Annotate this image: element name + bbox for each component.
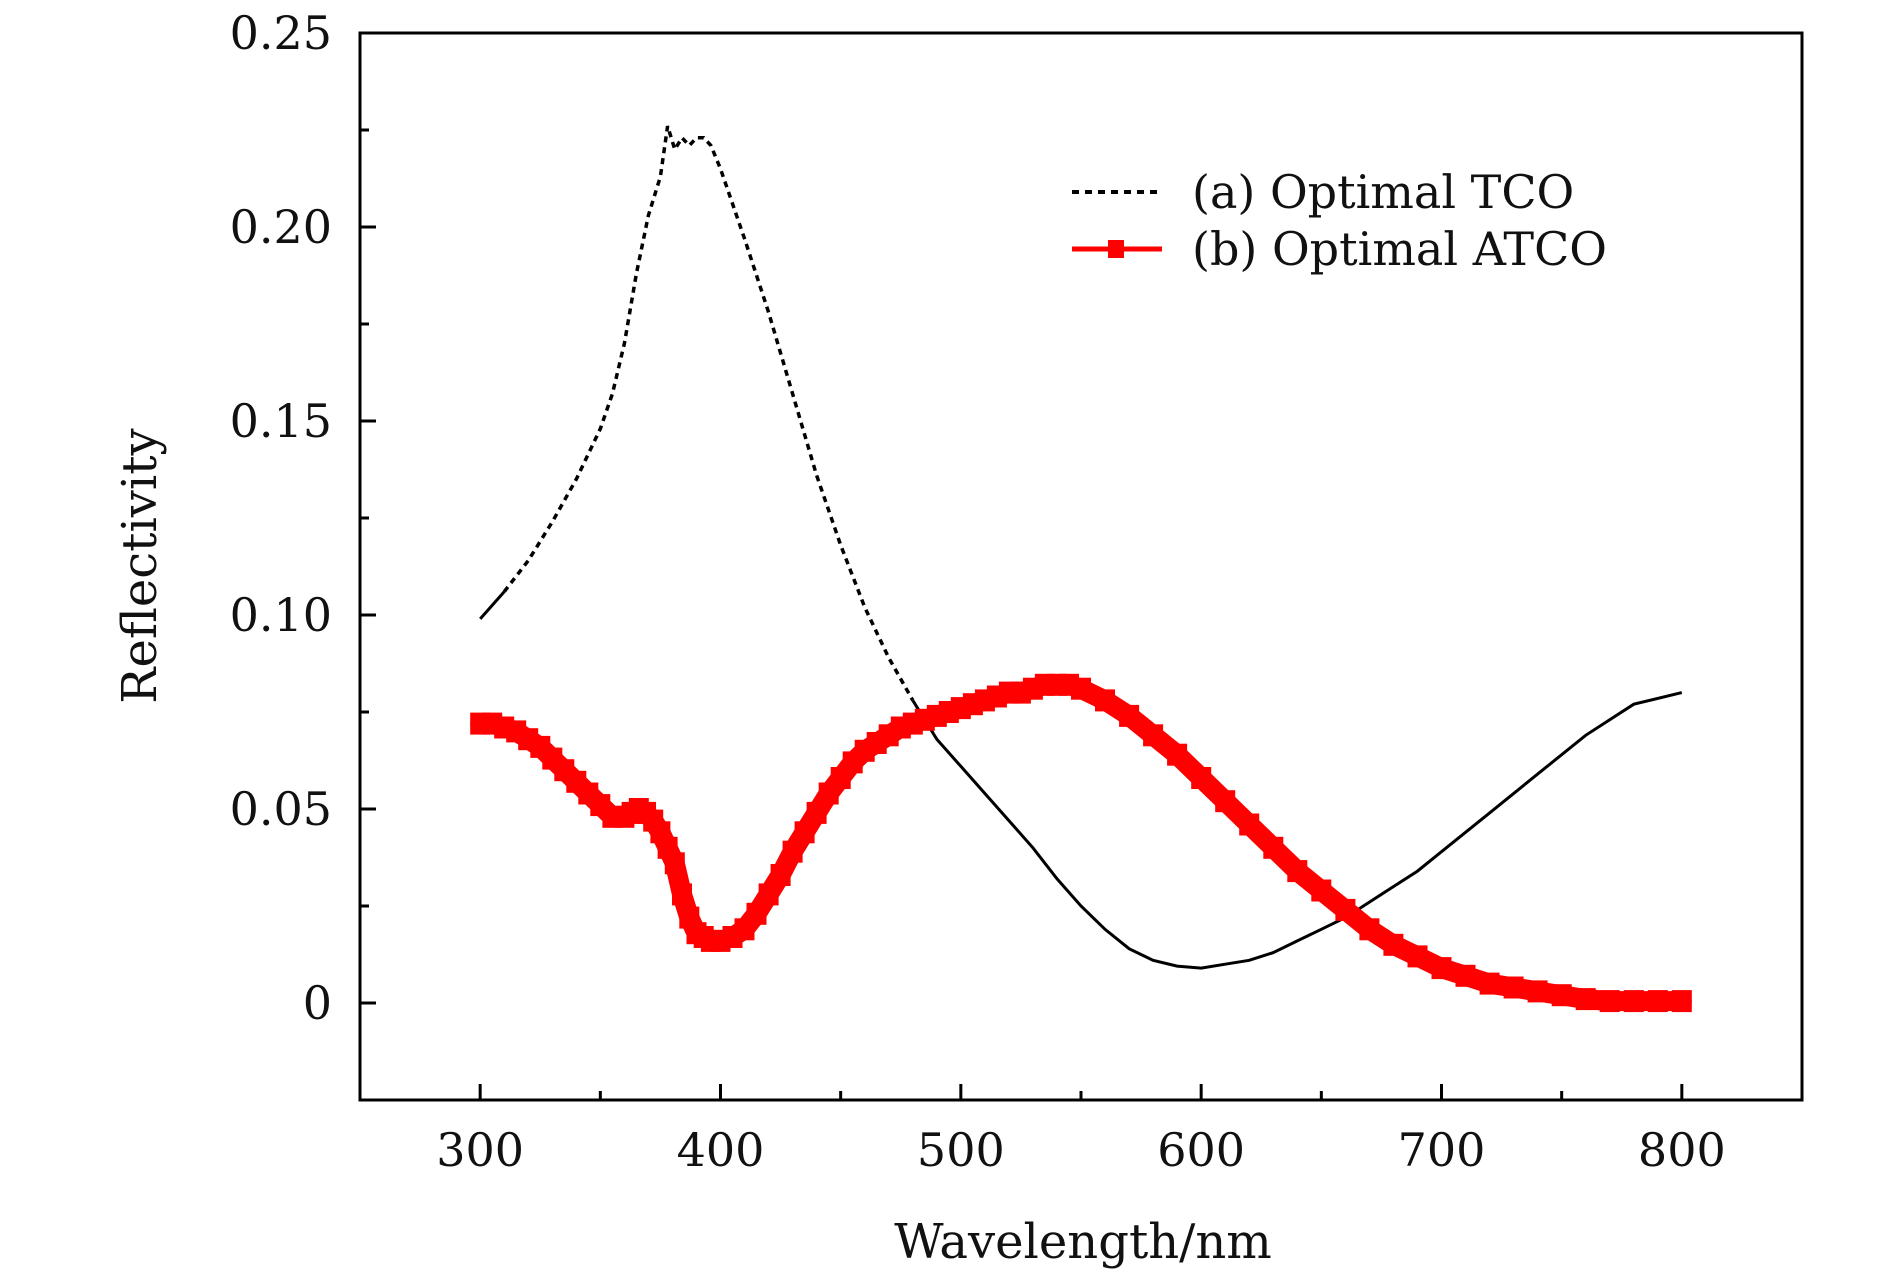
x-tick-label: 300 — [436, 1123, 524, 1177]
y-tick-label: 0.25 — [230, 6, 332, 60]
legend-marker-atco — [1108, 240, 1124, 258]
series-atco-marker — [746, 902, 767, 925]
series-atco-marker — [1191, 767, 1212, 789]
series-atco-marker — [1215, 790, 1236, 813]
series-atco-marker — [1407, 945, 1428, 968]
series-layer — [470, 125, 1692, 1013]
x-tick-label: 700 — [1398, 1123, 1486, 1177]
y-tick-label: 0 — [303, 976, 332, 1030]
series-atco-marker — [1263, 836, 1284, 859]
series-atco-marker — [672, 883, 692, 906]
series-atco-marker — [1383, 933, 1404, 956]
series-atco-marker — [1671, 990, 1692, 1013]
series-atco-marker — [1359, 918, 1380, 941]
legend-label-tco: (a) Optimal TCO — [1192, 165, 1574, 219]
series-atco-marker — [758, 883, 779, 906]
y-tick-label: 0.15 — [230, 394, 332, 448]
x-tick-label: 400 — [677, 1123, 765, 1177]
series-atco-marker — [1455, 964, 1476, 987]
x-axis-title: Wavelength/nm — [894, 1214, 1272, 1270]
series-atco-marker — [1623, 990, 1644, 1013]
series-tco-line-solid — [911, 691, 1683, 970]
series-atco-marker — [1119, 704, 1140, 727]
series-atco-marker — [782, 840, 803, 863]
series-tco-line-solid-start — [479, 590, 506, 620]
series-atco-marker — [1503, 976, 1524, 999]
series-atco-marker — [1335, 898, 1356, 921]
x-tick-label: 800 — [1638, 1123, 1726, 1177]
legend-label-atco: (b) Optimal ATCO — [1192, 222, 1607, 276]
x-tick-label: 500 — [917, 1123, 1005, 1177]
series-atco-marker — [1527, 980, 1548, 1003]
series-atco-marker — [1287, 860, 1308, 883]
y-tick-label: 0.05 — [230, 782, 332, 836]
series-tco-line-dotted — [502, 125, 915, 702]
series-atco-marker — [806, 801, 827, 824]
series-atco-marker — [1647, 990, 1668, 1013]
series-atco-marker — [1479, 972, 1500, 995]
series-atco-marker — [1167, 743, 1188, 766]
series-atco-marker — [1095, 689, 1115, 712]
series-atco-marker — [1071, 677, 1091, 700]
series-atco-marker — [1143, 724, 1164, 747]
series-atco-marker — [1599, 990, 1620, 1013]
tick-labels: 300 400 500 600 700 800 0 0.05 0.10 0.15 0.20 0.25 — [230, 6, 1726, 1177]
series-atco-marker — [1239, 813, 1260, 836]
x-tick-label: 600 — [1157, 1123, 1245, 1177]
series-atco-marker — [664, 852, 685, 875]
y-axis-title: Reflectivity — [112, 428, 168, 703]
series-atco-marker — [1551, 984, 1572, 1007]
plot-frame — [358, 31, 1804, 1102]
y-tick-label: 0.10 — [230, 588, 332, 642]
axis-ticks — [360, 31, 1684, 1100]
series-atco-marker — [794, 821, 815, 844]
series-atco-marker — [1431, 957, 1452, 980]
series-atco-marker — [1311, 879, 1332, 902]
series-atco-marker — [770, 864, 791, 886]
legend: (a) Optimal TCO (b) Optimal ATCO — [1072, 165, 1607, 276]
y-tick-label: 0.20 — [230, 200, 332, 254]
series-atco-marker — [1575, 988, 1596, 1011]
